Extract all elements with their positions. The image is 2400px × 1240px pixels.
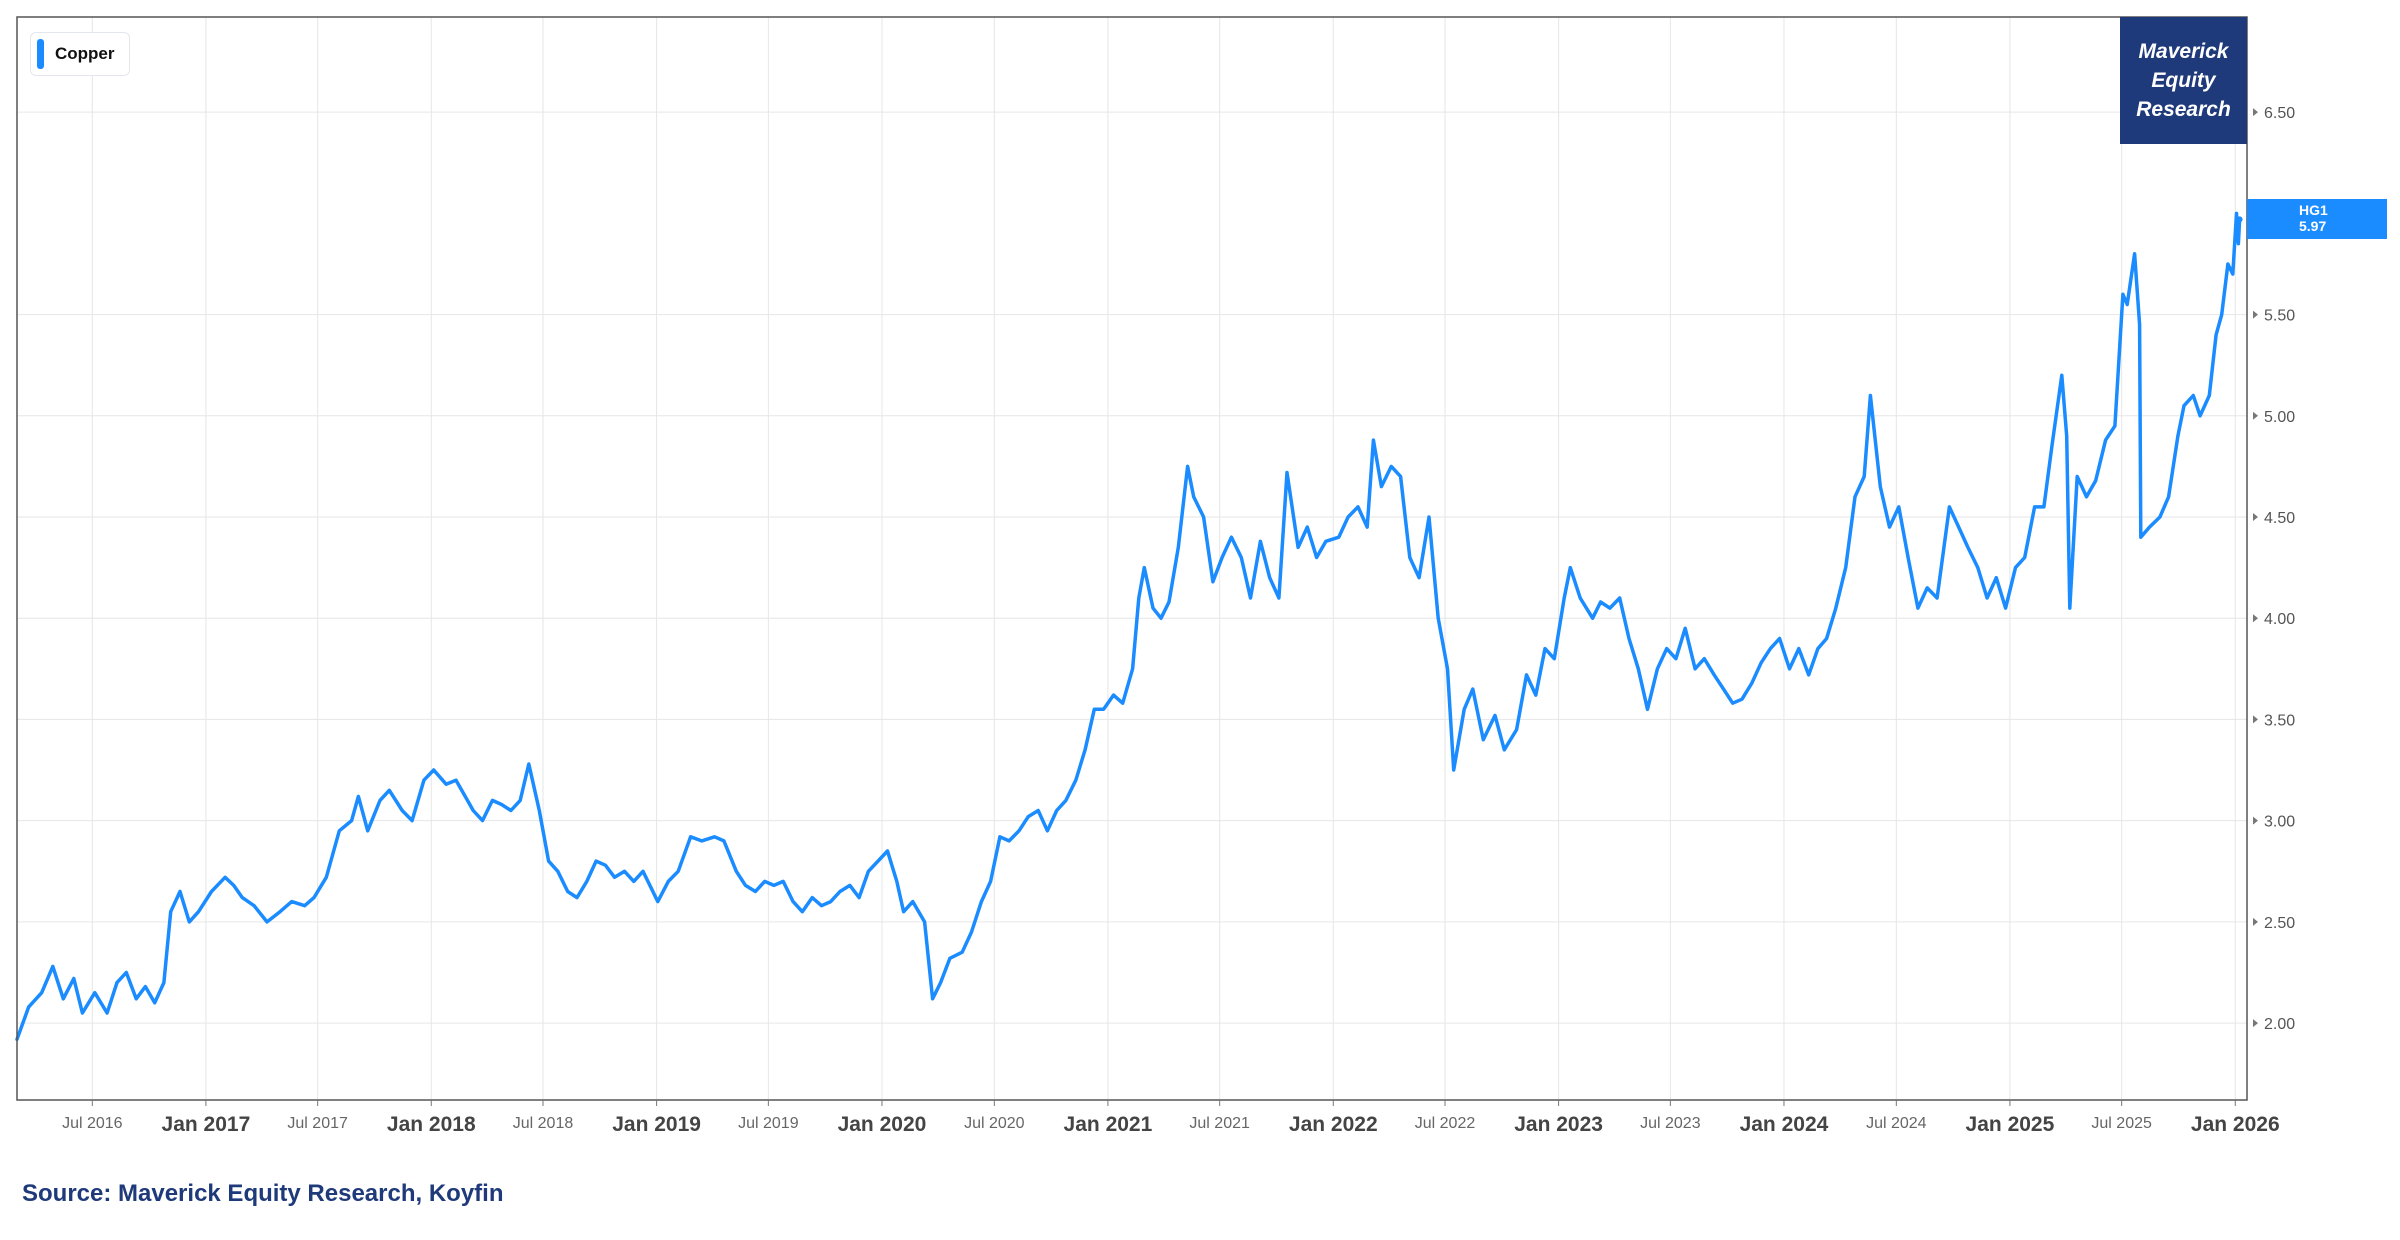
y-tick-label: 2.50 [2264,915,2295,932]
x-tick-label: Jul 2019 [738,1115,799,1132]
copper-series [15,211,2243,1042]
x-tick-label: Jan 2024 [1740,1113,1829,1136]
copper-series-line [15,211,2242,1042]
x-tick-label: Jul 2021 [1189,1115,1250,1132]
y-tick-marker [2253,917,2258,926]
x-tick-label: Jul 2024 [1866,1115,1927,1132]
price-tag-value: 5.97 [2299,218,2327,234]
y-tick-label: 4.50 [2264,510,2295,527]
y-tick-marker [2253,715,2258,724]
x-tick-label: Jan 2025 [1966,1113,2055,1136]
x-tick-label: Jul 2023 [1640,1115,1701,1132]
y-tick-marker [2253,816,2258,825]
y-tick-label: 3.50 [2264,712,2295,729]
x-tick-label: Jan 2021 [1064,1113,1153,1136]
grid-lines [17,17,2247,1100]
brand-line-3: Research [2136,98,2231,121]
y-tick-label: 5.00 [2264,409,2295,426]
x-tick-label: Jul 2017 [287,1115,348,1132]
x-tick-label: Jan 2023 [1514,1113,1603,1136]
legend-label: Copper [55,44,115,63]
x-axis: Jul 2016 Jan 2017 Jul 2017 Jan 2018 Jul 2018… [62,1100,2280,1136]
y-tick-marker [2253,614,2258,623]
brand-line-1: Maverick [2138,40,2229,63]
x-tick-label: Jan 2019 [612,1113,701,1136]
y-tick-label: 4.00 [2264,611,2295,628]
x-tick-label: Jul 2020 [964,1115,1025,1132]
x-tick-label: Jan 2020 [838,1113,927,1136]
source-note: Source: Maverick Equity Research, Koyfin [22,1180,504,1207]
brand-logo-box: Maverick Equity Research [2120,17,2247,144]
y-tick-label: 6.50 [2264,105,2295,122]
y-tick-label: 3.00 [2264,814,2295,831]
y-tick-label: 5.50 [2264,308,2295,325]
price-tag-ticker: HG1 [2299,202,2328,218]
x-tick-label: Jul 2016 [62,1115,123,1132]
x-tick-label: Jul 2018 [513,1115,574,1132]
x-tick-label: Jan 2018 [387,1113,476,1136]
last-point-marker [2236,216,2243,223]
x-tick-label: Jan 2026 [2191,1113,2280,1136]
x-tick-label: Jan 2017 [162,1113,251,1136]
brand-line-2: Equity [2151,69,2216,92]
legend-swatch [37,39,44,69]
plot-frame [16,16,2248,1101]
y-tick-marker [2253,108,2258,117]
y-tick-marker [2253,411,2258,420]
x-tick-label: Jul 2025 [2091,1115,2152,1132]
y-tick-marker [2253,310,2258,319]
y-tick-marker [2253,513,2258,522]
y-tick-marker [2253,1019,2258,1028]
y-tick-label: 2.00 [2264,1016,2295,1033]
legend[interactable]: Copper [30,32,130,76]
x-tick-label: Jan 2022 [1289,1113,1378,1136]
last-price-tag: HG1 5.97 [2247,199,2387,239]
y-axis: 2.00 2.50 3.00 3.50 4.00 4.50 5.00 5.50 6.50 [2253,105,2295,1033]
x-tick-label: Jul 2022 [1415,1115,1476,1132]
